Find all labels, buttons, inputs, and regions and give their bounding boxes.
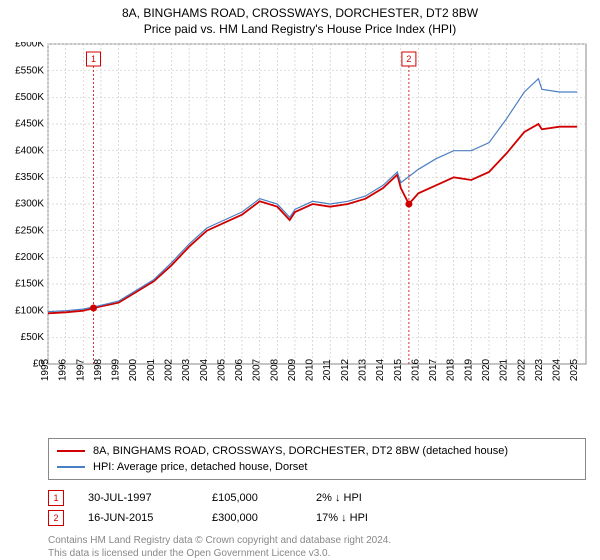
legend-item: 8A, BINGHAMS ROAD, CROSSWAYS, DORCHESTER… — [57, 443, 577, 459]
svg-text:2019: 2019 — [463, 358, 474, 381]
legend-swatch — [57, 466, 85, 468]
legend-label: HPI: Average price, detached house, Dors… — [93, 461, 307, 473]
svg-text:£150K: £150K — [15, 279, 44, 290]
svg-text:2018: 2018 — [446, 358, 457, 381]
svg-text:2015: 2015 — [393, 358, 404, 381]
svg-text:2012: 2012 — [340, 358, 351, 381]
svg-text:2006: 2006 — [234, 358, 245, 381]
svg-text:£300K: £300K — [15, 199, 44, 210]
transaction-row: 1 30-JUL-1997 £105,000 2% ↓ HPI — [48, 488, 586, 508]
chart-area: £0£50K£100K£150K£200K£250K£300K£350K£400… — [48, 42, 586, 392]
svg-text:£450K: £450K — [15, 119, 44, 130]
transaction-date: 16-JUN-2015 — [88, 512, 188, 524]
svg-text:£500K: £500K — [15, 92, 44, 103]
transaction-pct: 17% ↓ HPI — [316, 512, 416, 524]
transaction-price: £105,000 — [212, 492, 292, 504]
svg-text:2014: 2014 — [375, 358, 386, 381]
svg-text:2002: 2002 — [163, 358, 174, 381]
legend-item: HPI: Average price, detached house, Dors… — [57, 459, 577, 475]
svg-text:1999: 1999 — [111, 358, 122, 381]
svg-text:£250K: £250K — [15, 225, 44, 236]
footnote: Contains HM Land Registry data © Crown c… — [48, 534, 586, 560]
chart-title-block: 8A, BINGHAMS ROAD, CROSSWAYS, DORCHESTER… — [0, 0, 600, 36]
transaction-price: £300,000 — [212, 512, 292, 524]
svg-text:2017: 2017 — [428, 358, 439, 381]
chart-subtitle: Price paid vs. HM Land Registry's House … — [0, 22, 600, 36]
legend-block: 8A, BINGHAMS ROAD, CROSSWAYS, DORCHESTER… — [48, 438, 586, 560]
svg-text:2025: 2025 — [569, 358, 580, 381]
svg-text:2009: 2009 — [287, 358, 298, 381]
transaction-pct: 2% ↓ HPI — [316, 492, 416, 504]
transaction-date: 30-JUL-1997 — [88, 492, 188, 504]
footnote-line: This data is licensed under the Open Gov… — [48, 547, 586, 560]
svg-text:2003: 2003 — [181, 358, 192, 381]
svg-text:2020: 2020 — [481, 358, 492, 381]
footnote-line: Contains HM Land Registry data © Crown c… — [48, 534, 586, 547]
svg-text:2024: 2024 — [552, 358, 563, 381]
svg-text:2008: 2008 — [269, 358, 280, 381]
svg-text:£600K: £600K — [15, 42, 44, 50]
chart-svg: £0£50K£100K£150K£200K£250K£300K£350K£400… — [4, 42, 590, 422]
svg-text:1995: 1995 — [40, 358, 51, 381]
svg-text:£50K: £50K — [21, 332, 45, 343]
svg-text:2010: 2010 — [305, 358, 316, 381]
transaction-marker: 2 — [48, 510, 64, 526]
svg-text:2013: 2013 — [358, 358, 369, 381]
svg-text:2023: 2023 — [534, 358, 545, 381]
svg-text:£100K: £100K — [15, 305, 44, 316]
svg-text:1997: 1997 — [75, 358, 86, 381]
svg-text:2022: 2022 — [516, 358, 527, 381]
svg-text:2001: 2001 — [146, 358, 157, 381]
svg-text:2011: 2011 — [322, 359, 333, 381]
svg-text:2: 2 — [406, 54, 411, 64]
series-legend: 8A, BINGHAMS ROAD, CROSSWAYS, DORCHESTER… — [48, 438, 586, 480]
svg-text:2007: 2007 — [252, 358, 263, 381]
svg-text:2016: 2016 — [410, 358, 421, 381]
svg-text:£350K: £350K — [15, 172, 44, 183]
svg-text:2004: 2004 — [199, 358, 210, 381]
svg-text:1998: 1998 — [93, 358, 104, 381]
chart-title: 8A, BINGHAMS ROAD, CROSSWAYS, DORCHESTER… — [0, 6, 600, 20]
legend-swatch — [57, 450, 85, 452]
svg-text:2021: 2021 — [499, 358, 510, 381]
svg-text:£200K: £200K — [15, 252, 44, 263]
svg-text:1: 1 — [91, 54, 96, 64]
svg-text:£400K: £400K — [15, 145, 44, 156]
transaction-row: 2 16-JUN-2015 £300,000 17% ↓ HPI — [48, 508, 586, 528]
svg-text:2005: 2005 — [216, 358, 227, 381]
legend-label: 8A, BINGHAMS ROAD, CROSSWAYS, DORCHESTER… — [93, 445, 508, 457]
svg-text:1996: 1996 — [58, 358, 69, 381]
transaction-marker: 1 — [48, 490, 64, 506]
svg-text:2000: 2000 — [128, 358, 139, 381]
svg-text:£550K: £550K — [15, 65, 44, 76]
transaction-table: 1 30-JUL-1997 £105,000 2% ↓ HPI 2 16-JUN… — [48, 488, 586, 528]
